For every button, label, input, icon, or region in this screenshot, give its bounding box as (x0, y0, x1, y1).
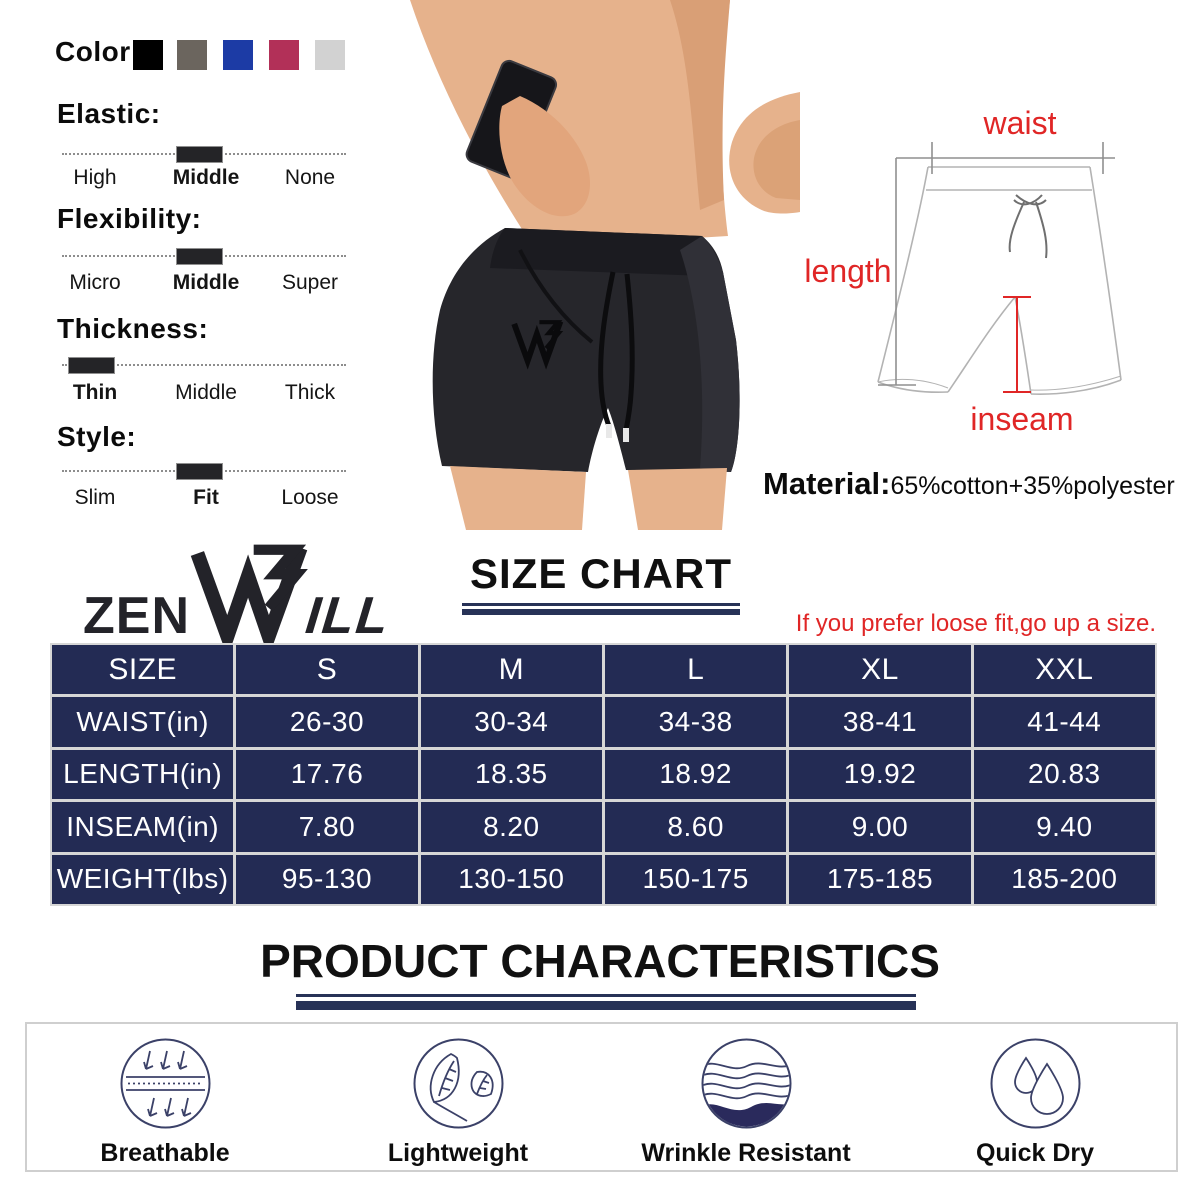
product-photo (410, 0, 800, 530)
length-xxl: 20.83 (973, 749, 1155, 800)
flexibility-option-micro: Micro (69, 271, 121, 294)
col-header-m: M (420, 645, 602, 695)
characteristic-quick-dry: Quick Dry (905, 1036, 1165, 1168)
row-label-length: LENGTH(in) (52, 749, 234, 800)
wrinkle-resistant-label: Wrinkle Resistant (641, 1139, 851, 1167)
waist-dimension-label: waist (983, 105, 1057, 141)
material-line: Material: 65%cotton+35%polyester (763, 466, 1175, 502)
col-header-xl: XL (789, 645, 971, 695)
flexibility-slider-handle (176, 248, 223, 265)
inseam-m: 8.20 (420, 802, 602, 852)
row-label-waist: WAIST(in) (52, 697, 234, 747)
col-header-size: SIZE (52, 645, 234, 695)
color-swatch-black (133, 40, 163, 70)
brand-monogram-icon (190, 544, 308, 644)
shorts-logo-mark (511, 320, 564, 370)
length-xl: 19.92 (789, 749, 971, 800)
flexibility-option-middle: Middle (172, 271, 240, 294)
loose-fit-note: If you prefer loose fit,go up a size. (795, 610, 1156, 637)
weight-xl: 175-185 (789, 854, 971, 904)
characteristic-breathable: Breathable (35, 1036, 295, 1168)
breathable-label: Breathable (100, 1139, 230, 1167)
length-m: 18.35 (420, 749, 602, 800)
elastic-option-middle: Middle (172, 166, 240, 189)
color-swatch-gray (177, 40, 207, 70)
weight-xxl: 185-200 (973, 854, 1155, 904)
measurement-diagram: waist length inseam (804, 105, 1122, 437)
size-chart-underline-thick (462, 609, 740, 615)
brand-logo-ill: ILL (302, 586, 394, 645)
col-header-s: S (236, 645, 418, 695)
waist-l: 34-38 (604, 697, 787, 747)
size-chart-underline-thin (462, 603, 740, 606)
inseam-l: 8.60 (604, 802, 787, 852)
size-chart-heading: SIZE CHART (462, 550, 740, 615)
waist-s: 26-30 (236, 697, 418, 747)
size-chart-title: SIZE CHART (470, 550, 732, 597)
elastic-label: Elastic: (57, 98, 161, 129)
thickness-option-thin: Thin (72, 381, 118, 404)
droplet-icon (990, 1038, 1080, 1129)
waist-xxl: 41-44 (973, 697, 1155, 747)
thickness-slider-handle (68, 357, 115, 374)
characteristic-wrinkle-resistant: Wrinkle Resistant (616, 1036, 876, 1168)
wave-icon (701, 1038, 791, 1129)
characteristics-panel: Breathable Lightweight (25, 1022, 1178, 1172)
weight-s: 95-130 (236, 854, 418, 904)
flexibility-label: Flexibility: (57, 203, 202, 234)
weight-l: 150-175 (604, 854, 787, 904)
quick-dry-label: Quick Dry (975, 1139, 1095, 1167)
brand-logo: ZEN ILL (83, 544, 394, 645)
color-swatch-lightgray (315, 40, 345, 70)
elastic-option-none: None (284, 166, 336, 189)
breathable-icon (120, 1038, 210, 1129)
style-slider-handle (176, 463, 223, 480)
length-dimension-label: length (804, 253, 891, 289)
elastic-slider-handle (176, 146, 223, 163)
brand-logo-zen: ZEN (83, 586, 190, 645)
waist-m: 30-34 (420, 697, 602, 747)
material-label: Material: (763, 466, 891, 501)
inseam-xl: 9.00 (789, 802, 971, 852)
inseam-dimension-label: inseam (970, 401, 1073, 437)
col-header-l: L (604, 645, 787, 695)
thickness-option-thick: Thick (284, 381, 336, 404)
style-option-loose: Loose (281, 486, 339, 509)
elastic-option-high: High (73, 166, 117, 189)
col-header-xxl: XXL (973, 645, 1155, 695)
thickness-option-middle: Middle (175, 381, 237, 404)
flexibility-option-super: Super (281, 271, 339, 294)
size-chart-table: SIZE S M L XL XXL WAIST(in) 26-30 30-34 … (50, 643, 1157, 906)
lightweight-label: Lightweight (387, 1139, 529, 1167)
product-characteristics-underline (296, 994, 916, 1010)
length-l: 18.92 (604, 749, 787, 800)
length-s: 17.76 (236, 749, 418, 800)
thickness-slider-track (62, 364, 346, 366)
thickness-label: Thickness: (57, 313, 209, 344)
characteristic-lightweight: Lightweight (328, 1036, 588, 1168)
inseam-xxl: 9.40 (973, 802, 1155, 852)
style-option-slim: Slim (74, 486, 116, 509)
row-label-inseam: INSEAM(in) (52, 802, 234, 852)
leaf-icon (413, 1038, 503, 1129)
style-label: Style: (57, 421, 137, 452)
weight-m: 130-150 (420, 854, 602, 904)
inseam-s: 7.80 (236, 802, 418, 852)
product-characteristics-title: PRODUCT CHARACTERISTICS (260, 935, 940, 987)
color-swatch-crimson (269, 40, 299, 70)
row-label-weight: WEIGHT(lbs) (52, 854, 234, 904)
color-label: Color: (55, 36, 141, 67)
style-option-fit: Fit (193, 486, 219, 509)
material-value: 65%cotton+35%polyester (890, 472, 1175, 500)
color-swatch-blue (223, 40, 253, 70)
waist-xl: 38-41 (789, 697, 971, 747)
